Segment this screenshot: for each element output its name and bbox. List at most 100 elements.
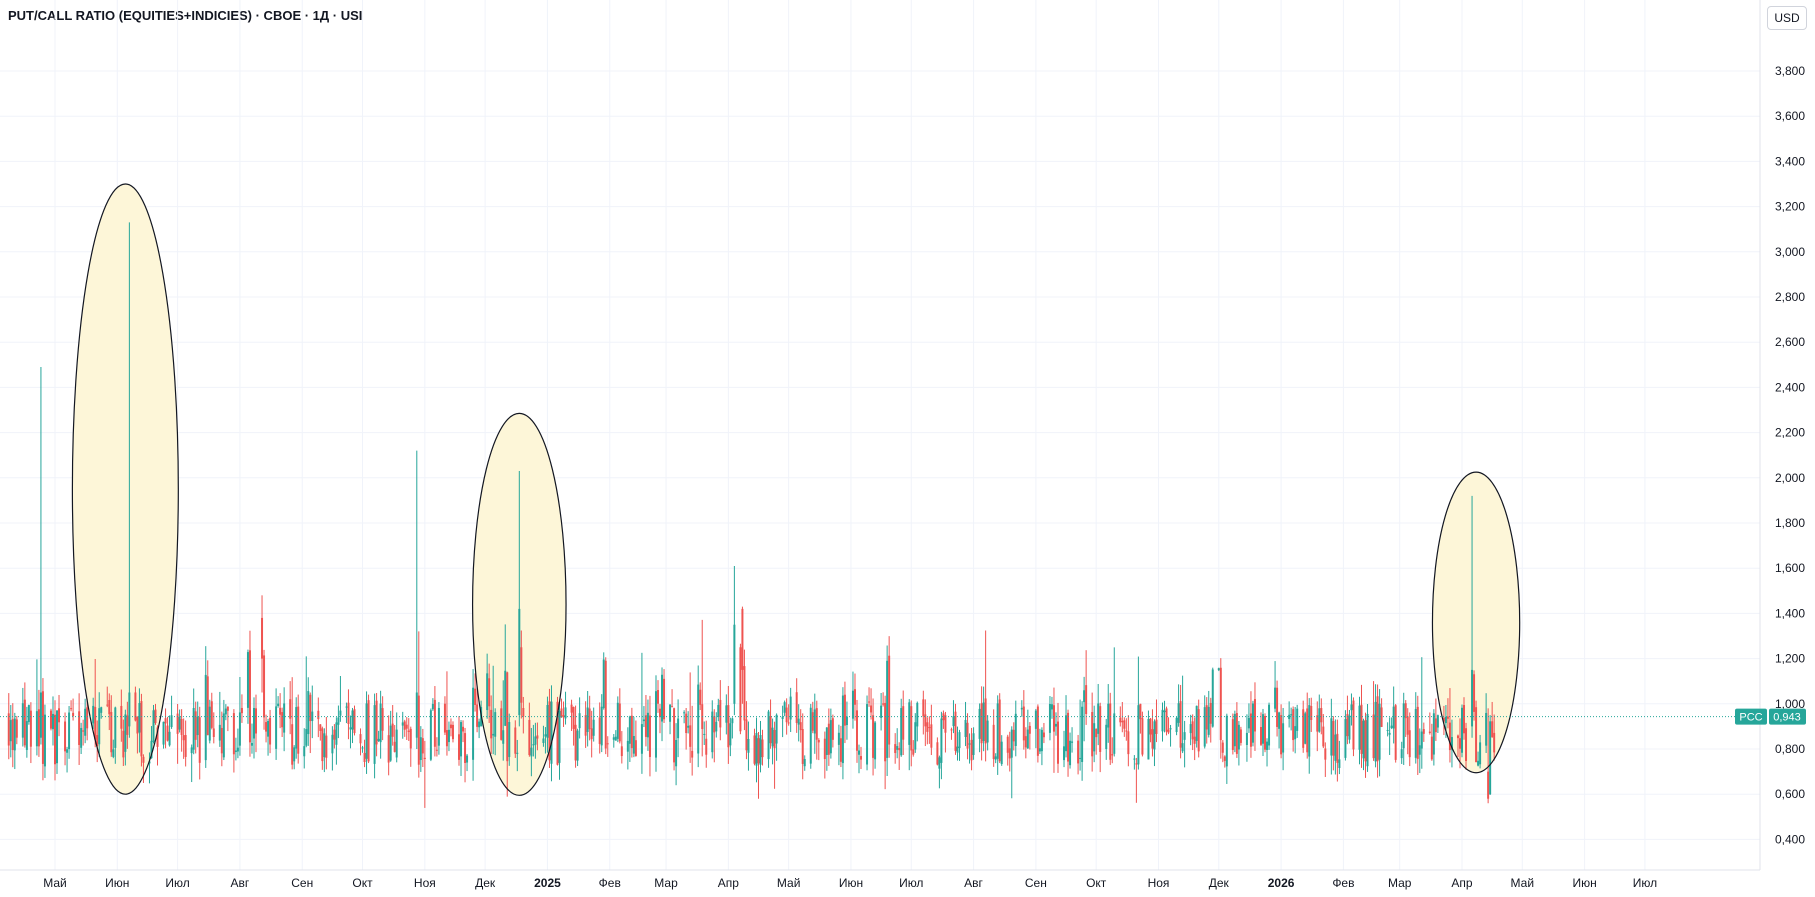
last-value-tag	[1769, 708, 1806, 725]
candle-body	[827, 723, 830, 755]
candle-body	[795, 692, 798, 723]
candle-body	[437, 707, 440, 746]
candle-body	[246, 652, 249, 708]
candle-body	[150, 740, 153, 759]
candle-body	[347, 702, 350, 725]
candle-body	[626, 740, 629, 752]
candle-body	[648, 715, 651, 757]
price-axis[interactable]: 0,400 0,600 0,800 1,000 1,200 1,400 1,600 1,800…	[1775, 64, 1805, 846]
time-tick-label: Сен	[291, 876, 313, 890]
candle-body	[874, 722, 877, 760]
candle-body	[94, 706, 97, 740]
candle-body	[212, 728, 215, 737]
currency-button[interactable]: USD	[1767, 6, 1807, 30]
candle-body	[801, 729, 804, 764]
candle-body	[996, 703, 999, 759]
candle-body	[1155, 719, 1158, 734]
time-axis[interactable]: Май Июн Июл Авг Сен Окт Ноя Дек 2025 Фев Мар Апр Май…	[43, 876, 1657, 890]
candle-body	[872, 715, 875, 758]
chart-title: PUT/CALL RATIO (EQUITIES+INDICIES) · CBO…	[8, 8, 363, 23]
time-tick-label: Июн	[839, 876, 863, 890]
candle-body	[136, 716, 139, 734]
candle-body	[1233, 714, 1236, 747]
candle-body	[162, 721, 165, 745]
candle-body	[64, 721, 67, 752]
candle-body	[1376, 696, 1379, 762]
candle-body	[685, 713, 688, 734]
price-tick-label: 1,400	[1775, 606, 1805, 620]
candle-body	[35, 711, 38, 747]
time-tick-label: Апр	[1451, 876, 1473, 890]
candle-body	[460, 722, 463, 757]
candle-body	[1322, 726, 1325, 747]
time-tick-label: Мар	[654, 876, 678, 890]
candle-body	[1147, 718, 1150, 760]
candle-body	[912, 749, 915, 755]
candle-body	[663, 678, 666, 720]
candle-body	[1338, 759, 1341, 768]
last-value-badge: PCC 0,943	[1735, 708, 1806, 725]
time-tick-label: Сен	[1025, 876, 1047, 890]
candle-body	[606, 743, 609, 745]
candle-body	[321, 728, 324, 762]
candle-body	[1022, 706, 1025, 741]
candle-body	[323, 733, 326, 758]
candle-body	[689, 725, 692, 747]
candle-body	[500, 708, 503, 740]
candle-body	[1290, 714, 1293, 716]
candle-body	[154, 709, 157, 724]
candle-body	[675, 739, 678, 767]
candle-body	[1436, 715, 1439, 728]
candle-body	[727, 705, 730, 748]
candle-body	[753, 735, 756, 764]
candle-body	[337, 717, 340, 725]
candle-body	[1491, 721, 1494, 737]
candle-body	[1332, 721, 1335, 756]
candle-body	[572, 707, 575, 729]
candle-body	[825, 727, 828, 755]
price-tick-label: 1,800	[1775, 516, 1805, 530]
candle-body	[80, 727, 83, 748]
candle-body	[562, 715, 565, 717]
candle-body	[106, 704, 109, 706]
candle-body	[1485, 712, 1488, 746]
candle-body	[389, 725, 392, 761]
time-tick-label: Июл	[165, 876, 189, 890]
candle-body	[1249, 713, 1252, 747]
candle-body	[275, 706, 278, 749]
candle-body	[771, 727, 774, 747]
candle-body	[839, 738, 842, 762]
candle-body	[1008, 748, 1011, 759]
candle-body	[866, 704, 869, 765]
candle-body	[70, 708, 73, 710]
symbol-tag	[1735, 708, 1767, 725]
candle-body	[544, 734, 547, 737]
candle-body	[691, 750, 694, 758]
candle-body	[261, 617, 264, 659]
candle-body	[532, 744, 535, 746]
candle-body	[29, 710, 32, 747]
candle-body	[466, 755, 469, 763]
candle-body	[1034, 710, 1037, 729]
candle-body	[1471, 669, 1474, 727]
candle-body	[166, 725, 169, 741]
candle-body	[1153, 721, 1156, 750]
candle-body	[880, 705, 883, 718]
candle-body	[586, 707, 589, 733]
candle-body	[1038, 748, 1041, 752]
candle-body	[1428, 731, 1431, 733]
candle-body	[548, 701, 551, 761]
candle-body	[56, 710, 59, 764]
candle-body	[1430, 736, 1433, 760]
candle-body	[1137, 705, 1140, 765]
candle-body	[902, 706, 905, 740]
candle-body	[761, 739, 764, 758]
candle-body	[1294, 726, 1297, 740]
price-tick-label: 1,600	[1775, 561, 1805, 575]
candle-body	[1123, 720, 1126, 729]
candle-body	[528, 719, 531, 755]
candle-body	[445, 730, 448, 747]
candle-body	[263, 655, 266, 718]
candle-body	[393, 741, 396, 752]
